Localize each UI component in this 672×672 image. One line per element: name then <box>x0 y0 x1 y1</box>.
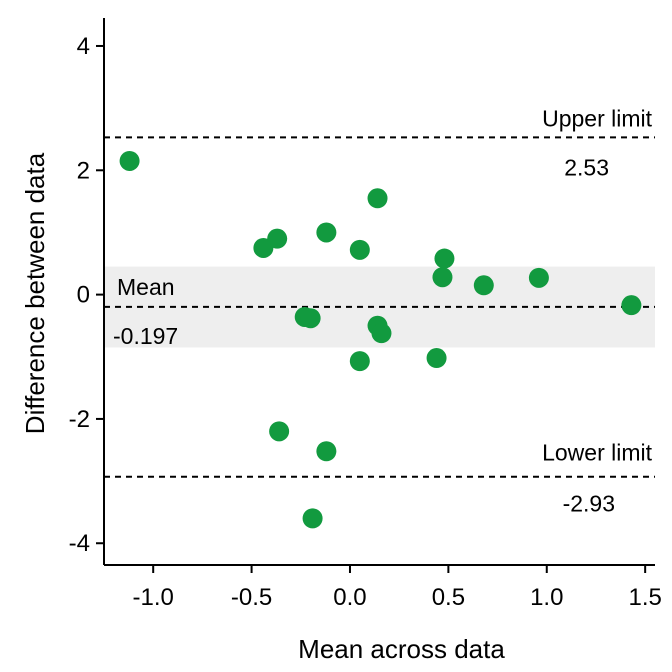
data-point <box>367 188 388 209</box>
y-tick-label: 0 <box>77 282 90 309</box>
x-tick-label: 0.0 <box>333 584 366 611</box>
upper-limit-value: 2.53 <box>564 154 609 180</box>
y-tick-label: -2 <box>69 406 90 433</box>
data-point <box>426 348 447 369</box>
x-axis-title: Mean across data <box>298 634 505 664</box>
data-point <box>349 351 370 372</box>
upper-limit-label: Upper limit <box>542 105 653 131</box>
x-tick-label: -1.0 <box>133 584 174 611</box>
data-points <box>119 150 642 529</box>
data-point <box>302 508 323 529</box>
x-axis-ticks: -1.0 -0.5 0.0 0.5 1.0 1.5 <box>133 565 662 611</box>
data-point <box>432 267 453 288</box>
data-point <box>349 239 370 260</box>
mean-value: -0.197 <box>113 323 178 349</box>
y-tick-label: 2 <box>77 157 90 184</box>
data-point <box>316 222 337 243</box>
data-point <box>119 150 140 171</box>
x-tick-label: 0.5 <box>432 584 465 611</box>
data-point <box>621 295 642 316</box>
reference-lines <box>104 136 655 478</box>
lower-limit-value: -2.93 <box>563 491 615 517</box>
data-point <box>267 228 288 249</box>
y-tick-label: -4 <box>69 530 90 557</box>
x-tick-label: -0.5 <box>231 584 272 611</box>
data-point <box>269 421 290 442</box>
x-tick-label: 1.5 <box>628 584 661 611</box>
y-axis-ticks: -4 -2 0 2 4 <box>69 33 104 557</box>
data-point <box>316 441 337 462</box>
data-point <box>434 248 455 269</box>
data-point <box>528 267 549 288</box>
mean-label: Mean <box>117 274 175 300</box>
data-point <box>473 275 494 296</box>
y-axis-title: Difference between data <box>20 152 50 434</box>
lower-limit-label: Lower limit <box>542 440 653 466</box>
y-tick-label: 4 <box>77 33 90 60</box>
data-point <box>371 323 392 344</box>
data-point <box>300 308 321 329</box>
x-tick-label: 1.0 <box>530 584 563 611</box>
